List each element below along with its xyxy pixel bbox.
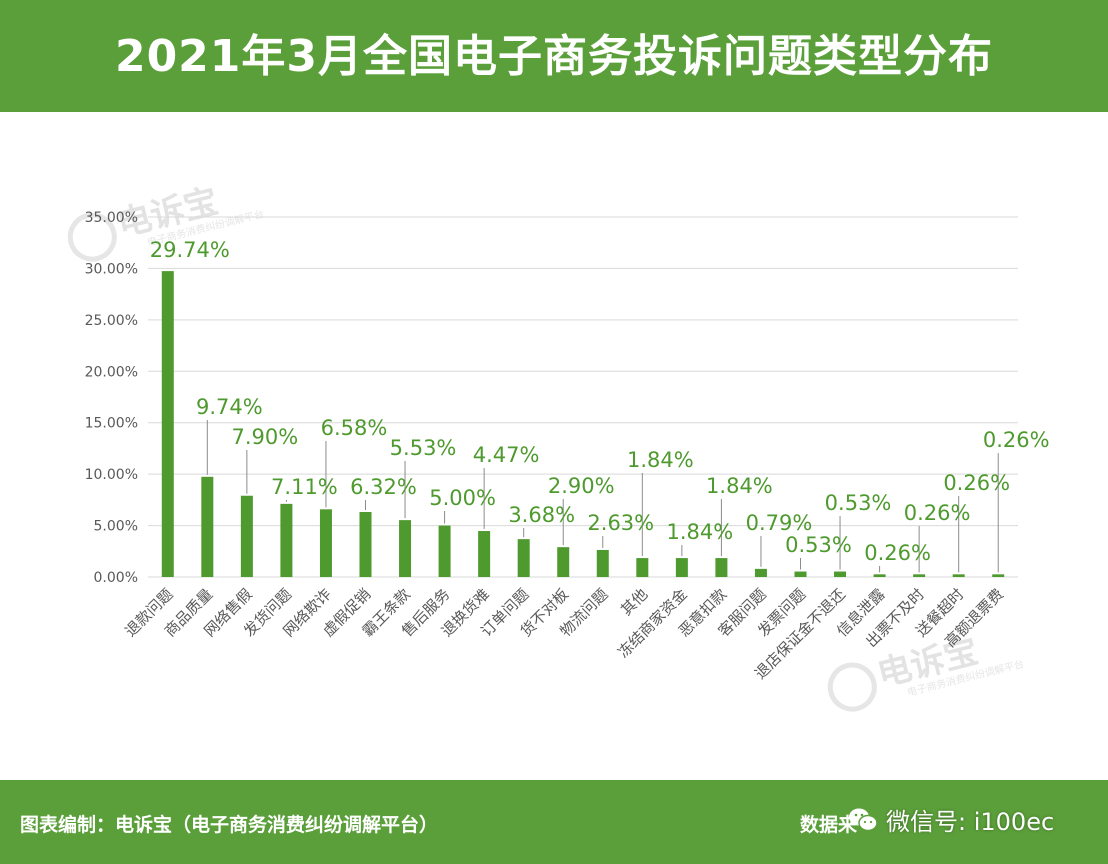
data-label: 0.53% — [785, 533, 852, 557]
data-label: 0.53% — [825, 491, 892, 515]
bar — [478, 531, 491, 577]
bar — [873, 574, 886, 577]
data-label: 1.84% — [667, 520, 734, 544]
wechat-id: 微信号: i100ec — [886, 808, 1055, 836]
data-label: 3.68% — [508, 503, 575, 527]
data-label: 7.11% — [271, 475, 338, 499]
x-tick-label: 其他 — [617, 585, 651, 619]
y-tick-label: 10.00% — [85, 467, 138, 483]
page-title: 2021年3月全国电子商务投诉问题类型分布 — [114, 31, 994, 82]
bar — [557, 547, 570, 577]
data-label: 2.63% — [587, 511, 654, 535]
data-label: 29.74% — [150, 238, 230, 262]
bar — [596, 549, 609, 577]
footer-banner: 图表编制：电诉宝（电子商务消费纠纷调解平台） 数据来 微信号: i100ec — [0, 780, 1108, 864]
bar — [834, 571, 847, 577]
bar — [754, 568, 767, 577]
bar — [952, 574, 965, 577]
data-label: 4.47% — [473, 443, 540, 467]
bar — [201, 476, 214, 577]
bar — [319, 509, 332, 577]
bars — [161, 271, 1005, 577]
bar — [517, 539, 530, 577]
data-label: 0.26% — [864, 541, 931, 565]
data-label: 7.90% — [232, 425, 299, 449]
data-label: 0.26% — [983, 428, 1050, 452]
bar — [992, 574, 1005, 577]
bar — [399, 520, 412, 577]
bar — [240, 495, 253, 577]
data-label: 9.74% — [196, 395, 263, 419]
bar — [280, 503, 293, 577]
bar — [913, 574, 926, 577]
data-label: 0.79% — [746, 511, 813, 535]
y-tick-label: 0.00% — [94, 570, 138, 586]
bar — [636, 558, 649, 577]
y-tick-label: 30.00% — [85, 261, 138, 277]
y-tick-label: 5.00% — [94, 519, 138, 535]
data-label: 0.26% — [943, 471, 1010, 495]
footer-credit: 图表编制：电诉宝（电子商务消费纠纷调解平台） — [20, 814, 439, 836]
data-label: 1.84% — [627, 448, 694, 472]
header-banner: 2021年3月全国电子商务投诉问题类型分布 — [0, 0, 1108, 112]
y-tick-label: 20.00% — [85, 364, 138, 380]
data-label: 6.58% — [321, 416, 388, 440]
data-label: 1.84% — [706, 474, 773, 498]
bar — [438, 525, 451, 577]
data-label: 5.53% — [390, 436, 457, 460]
grid-lines — [148, 216, 1018, 578]
data-labels: 29.74% 9.74% 7.90% 7.11% 6.58% 6.32% 5.53% 5.00… — [150, 238, 1050, 565]
y-axis-ticks: 0.00% 5.00% 10.00% 15.00% 20.00% 25.00% 30.00%… — [85, 210, 138, 586]
bar — [715, 558, 728, 577]
bar — [161, 271, 174, 577]
data-label: 0.26% — [904, 501, 971, 525]
data-label: 6.32% — [350, 475, 417, 499]
leader-lines — [206, 420, 999, 573]
chart-area: 电诉宝 电子商务消费纠纷调解平台 电诉宝 电子商务消费纠纷调解平台 0.00% 5.00… — [0, 112, 1108, 780]
wechat-icon — [848, 807, 878, 833]
bar — [675, 558, 688, 577]
wechat-overlay: 微信号: i100ec — [848, 802, 1054, 837]
bar — [359, 511, 372, 577]
data-label: 5.00% — [429, 486, 496, 510]
y-tick-label: 25.00% — [85, 313, 138, 329]
footer-source: 数据来 — [800, 814, 858, 836]
category-labels: 退款问题商品质量网络售假发货问题网络欺诈虚假促销霸王条款售后服务退换货难订单问题… — [121, 585, 1007, 683]
data-label: 2.90% — [548, 474, 615, 498]
y-tick-label: 35.00% — [85, 210, 138, 226]
y-tick-label: 15.00% — [85, 416, 138, 432]
bar — [794, 571, 807, 577]
